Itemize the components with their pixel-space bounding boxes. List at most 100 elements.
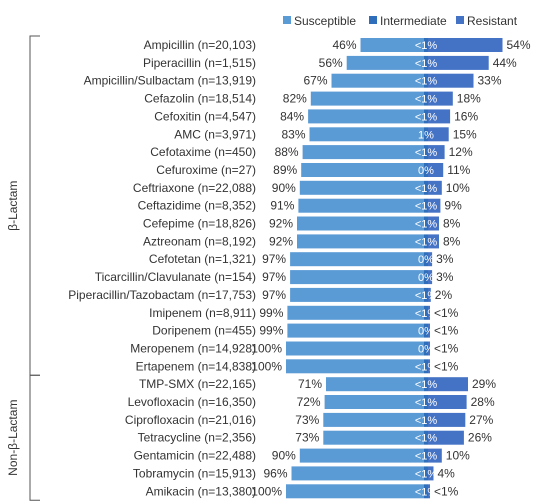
bar-intermediate bbox=[424, 430, 428, 445]
intermediate-label: <1% bbox=[415, 183, 438, 195]
susceptible-label: 84% bbox=[280, 109, 304, 123]
resistant-label: <1% bbox=[434, 342, 459, 356]
resistant-label: 16% bbox=[454, 109, 478, 123]
bar-intermediate bbox=[424, 448, 428, 463]
resistant-label: 3% bbox=[436, 270, 454, 284]
intermediate-label: <1% bbox=[415, 397, 438, 409]
intermediate-label: <1% bbox=[415, 94, 438, 106]
bar-resistant bbox=[428, 484, 430, 499]
resistant-label: 27% bbox=[469, 413, 493, 427]
resistant-label: 44% bbox=[493, 56, 517, 70]
resistant-label: 11% bbox=[447, 163, 470, 177]
susceptible-label: 99% bbox=[259, 306, 283, 320]
bar-susceptible bbox=[298, 198, 424, 213]
susceptible-label: 73% bbox=[295, 413, 319, 427]
susceptible-label: 89% bbox=[273, 163, 297, 177]
bar-susceptible bbox=[297, 216, 424, 231]
group-bracket bbox=[29, 35, 40, 376]
legend-swatch bbox=[369, 16, 377, 24]
intermediate-label: <1% bbox=[415, 415, 438, 427]
intermediate-label: 0% bbox=[418, 326, 434, 338]
susceptible-label: 71% bbox=[298, 377, 322, 391]
category-label: Ceftriaxone (n=22,088) bbox=[133, 181, 256, 195]
intermediate-label: <1% bbox=[415, 361, 438, 373]
bar-resistant bbox=[428, 305, 430, 320]
bar-susceptible bbox=[326, 377, 424, 392]
intermediate-label: <1% bbox=[415, 58, 438, 70]
intermediate-label: 0% bbox=[418, 272, 434, 284]
bar-resistant bbox=[428, 448, 442, 463]
legend-swatch bbox=[456, 16, 464, 24]
bar-susceptible bbox=[302, 145, 424, 160]
bar-intermediate bbox=[424, 55, 428, 70]
resistant-label: <1% bbox=[434, 359, 459, 373]
intermediate-label: <1% bbox=[415, 201, 438, 213]
bar-intermediate bbox=[424, 127, 428, 142]
category-label: Aztreonam (n=8,192) bbox=[143, 234, 256, 248]
susceptible-label: 92% bbox=[269, 234, 293, 248]
legend-label: Intermediate bbox=[380, 14, 447, 28]
susceptible-label: 99% bbox=[259, 324, 283, 338]
category-label: Cefuroxime (n=27) bbox=[156, 163, 256, 177]
bar-intermediate bbox=[424, 180, 428, 195]
bar-intermediate bbox=[424, 109, 428, 124]
category-label: Cefazolin (n=18,514) bbox=[144, 92, 256, 106]
category-label: Cefotetan (n=1,321) bbox=[149, 252, 256, 266]
bar-intermediate bbox=[424, 270, 428, 285]
bar-intermediate bbox=[424, 163, 428, 177]
resistant-label: 28% bbox=[471, 395, 495, 409]
intermediate-label: 0% bbox=[418, 165, 434, 177]
legend-swatch bbox=[283, 16, 291, 24]
bar-resistant bbox=[428, 341, 430, 356]
category-label: Ampicillin (n=20,103) bbox=[144, 38, 256, 52]
resistant-label: 33% bbox=[478, 74, 502, 88]
category-label: Levofloxacin (n=16,350) bbox=[128, 395, 256, 409]
category-label: Piperacillin (n=1,515) bbox=[143, 56, 256, 70]
resistant-label: <1% bbox=[434, 324, 459, 338]
bar-susceptible bbox=[301, 163, 424, 177]
intermediate-label: <1% bbox=[415, 236, 438, 248]
resistant-label: 15% bbox=[453, 127, 477, 141]
bar-intermediate bbox=[424, 377, 428, 392]
bar-susceptible bbox=[323, 412, 424, 427]
susceptible-label: 90% bbox=[272, 449, 296, 463]
susceptible-label: 97% bbox=[262, 270, 286, 284]
category-label: Piperacillin/Tazobactam (n=17,753) bbox=[68, 288, 256, 302]
bar-intermediate bbox=[424, 395, 428, 409]
bar-intermediate bbox=[424, 198, 428, 213]
category-label: Ceftazidime (n=8,352) bbox=[138, 199, 256, 213]
bar-susceptible bbox=[308, 109, 424, 124]
bar-intermediate bbox=[424, 252, 428, 267]
bar-susceptible bbox=[290, 287, 424, 302]
bar-resistant bbox=[428, 73, 474, 88]
bar-susceptible bbox=[290, 270, 424, 285]
bar-resistant bbox=[428, 145, 445, 160]
resistant-label: 10% bbox=[446, 181, 470, 195]
susceptible-label: 72% bbox=[297, 395, 321, 409]
susceptible-label: 100% bbox=[251, 342, 282, 356]
bar-resistant bbox=[428, 430, 464, 445]
bar-susceptible bbox=[287, 305, 424, 320]
resistant-label: 4% bbox=[438, 466, 456, 480]
susceptible-label: 100% bbox=[251, 359, 282, 373]
bar-resistant bbox=[428, 270, 433, 285]
category-label: Meropenem (n=14,928) bbox=[130, 342, 256, 356]
category-label: AMC (n=3,971) bbox=[174, 127, 256, 141]
bar-resistant bbox=[428, 359, 430, 374]
bar-resistant bbox=[428, 55, 489, 70]
bar-intermediate bbox=[424, 38, 428, 52]
intermediate-label: <1% bbox=[415, 308, 438, 320]
susceptible-label: 100% bbox=[251, 484, 282, 498]
bar-intermediate bbox=[424, 145, 428, 160]
susceptible-label: 83% bbox=[281, 127, 305, 141]
bar-intermediate bbox=[424, 234, 428, 249]
intermediate-label: <1% bbox=[415, 433, 438, 445]
legend-label: Susceptible bbox=[294, 14, 356, 28]
category-label: Ciprofloxacin (n=21,016) bbox=[125, 413, 256, 427]
bar-resistant bbox=[428, 163, 444, 177]
bar-susceptible bbox=[324, 395, 424, 409]
resistant-label: 18% bbox=[457, 92, 481, 106]
bar-intermediate bbox=[424, 359, 428, 374]
category-label: Cefotaxime (n=450) bbox=[150, 145, 256, 159]
